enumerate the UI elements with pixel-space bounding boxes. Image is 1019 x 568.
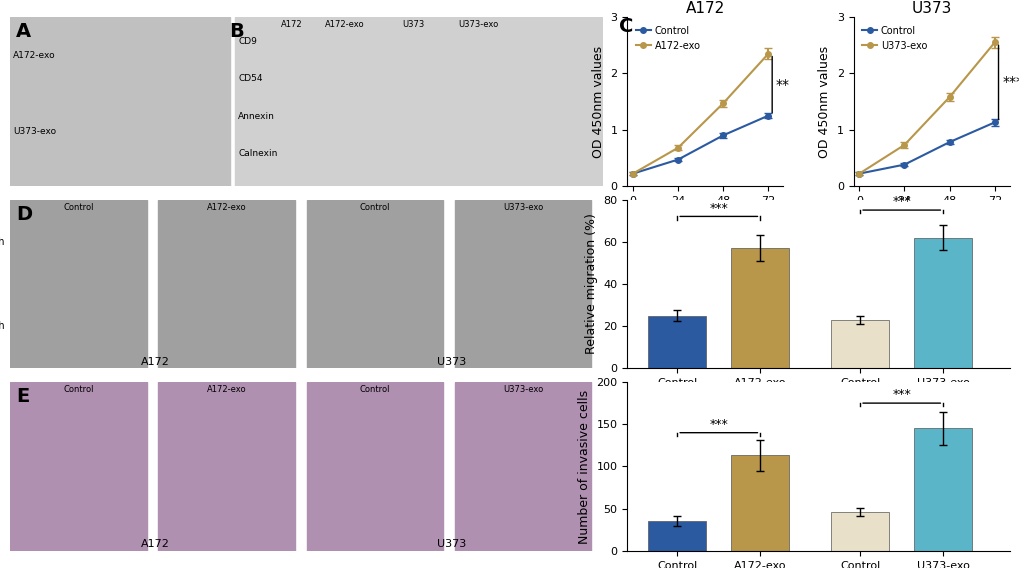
Bar: [307, 199, 442, 369]
Text: A: A: [16, 22, 32, 41]
Title: A172: A172: [685, 1, 725, 16]
Text: Control: Control: [359, 203, 389, 212]
Bar: [731, 248, 789, 369]
Text: ***: ***: [1002, 76, 1019, 89]
Y-axis label: Number of invasive cells: Number of invasive cells: [578, 390, 590, 544]
Bar: [454, 199, 591, 369]
Text: U373: U373: [437, 357, 466, 367]
Bar: [647, 316, 705, 369]
Bar: [10, 382, 147, 551]
Text: 48 h: 48 h: [0, 321, 4, 331]
Y-axis label: OD 450nm values: OD 450nm values: [817, 45, 830, 157]
Text: E: E: [16, 387, 30, 406]
Text: C: C: [619, 17, 633, 36]
Text: ***: ***: [709, 418, 728, 431]
Text: ***: ***: [892, 389, 910, 402]
Text: CD54: CD54: [238, 74, 263, 83]
Title: U373: U373: [911, 1, 951, 16]
Bar: [307, 382, 442, 551]
Text: Control: Control: [359, 385, 389, 394]
Text: A172: A172: [280, 20, 303, 30]
Bar: [454, 382, 591, 551]
Bar: [235, 17, 602, 186]
Bar: [10, 199, 147, 369]
Bar: [158, 382, 294, 551]
Text: Control: Control: [63, 203, 94, 212]
Text: U373: U373: [401, 20, 424, 30]
Text: ***: ***: [892, 195, 910, 208]
Text: A172-exo: A172-exo: [207, 385, 247, 394]
Y-axis label: OD 450nm values: OD 450nm values: [591, 45, 604, 157]
Text: D: D: [16, 204, 33, 224]
Text: U373-exo: U373-exo: [13, 127, 56, 136]
Bar: [830, 320, 889, 369]
Text: U373-exo: U373-exo: [458, 20, 498, 30]
Bar: [830, 512, 889, 551]
Text: A172-exo: A172-exo: [325, 20, 365, 30]
Y-axis label: Relative migration (%): Relative migration (%): [584, 214, 597, 354]
Text: Annexin: Annexin: [238, 112, 275, 120]
Text: A172: A172: [141, 357, 170, 367]
X-axis label: Hours: Hours: [687, 211, 722, 224]
Text: Control: Control: [63, 385, 94, 394]
Text: CD9: CD9: [238, 37, 257, 47]
Text: U373-exo: U373-exo: [502, 203, 542, 212]
Text: A172-exo: A172-exo: [13, 51, 56, 60]
X-axis label: Hours: Hours: [913, 211, 949, 224]
Bar: [913, 428, 971, 551]
Text: U373-exo: U373-exo: [502, 385, 542, 394]
Text: **: **: [775, 78, 789, 91]
Bar: [158, 199, 294, 369]
Legend: Control, A172-exo: Control, A172-exo: [632, 22, 704, 55]
Text: U373: U373: [936, 397, 966, 407]
Bar: [913, 237, 971, 369]
Bar: [647, 521, 705, 551]
Text: 0 h: 0 h: [0, 237, 4, 247]
Text: Calnexin: Calnexin: [238, 149, 277, 158]
Legend: Control, U373-exo: Control, U373-exo: [858, 22, 930, 55]
Text: A172: A172: [765, 397, 794, 407]
Text: U373: U373: [437, 539, 466, 549]
Bar: [731, 456, 789, 551]
Text: A172-exo: A172-exo: [207, 203, 247, 212]
Bar: [10, 17, 229, 186]
Text: B: B: [229, 22, 244, 41]
Text: ***: ***: [709, 202, 728, 215]
Text: A172: A172: [141, 539, 170, 549]
